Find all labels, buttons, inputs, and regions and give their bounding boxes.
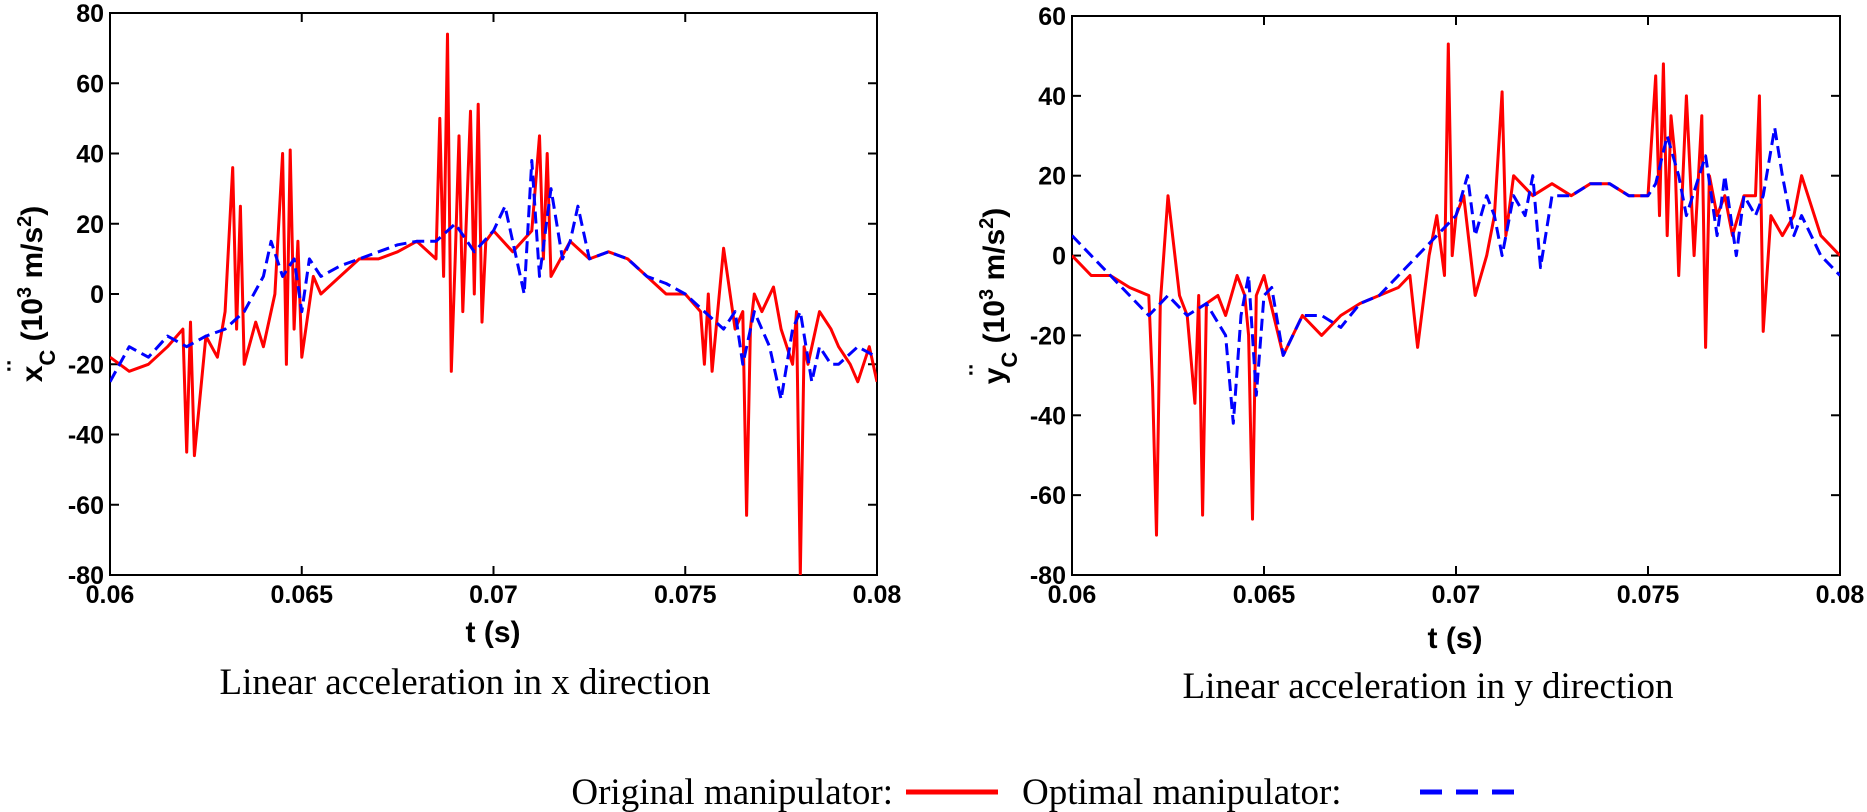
legend-label-original: Original manipulator: [571, 772, 893, 812]
caption-y-chart: Linear acceleration in y direction [1182, 666, 1673, 707]
y-tick-label: -20 [68, 351, 104, 379]
y-tick-label: 80 [76, 0, 104, 28]
y-axis-label-y-chart: yC (103 m/s2) [976, 208, 1022, 385]
y-tick-label: 0 [1052, 243, 1066, 271]
x-tick-label: 0.08 [853, 581, 902, 609]
series-line-optimal-manipulator [1072, 126, 1840, 425]
y-tick-label: 0 [90, 281, 104, 309]
y-tick-label: 40 [76, 141, 104, 169]
y-axis-overdot-x-chart: ¨ [2, 361, 35, 371]
y-axis-label-x-chart: xC (103 m/s2) [14, 206, 60, 383]
plot-area-y [1071, 15, 1841, 576]
y-tick-label: -40 [1030, 402, 1066, 430]
x-tick-label: 0.06 [86, 581, 135, 609]
y-tick-label: -60 [68, 492, 104, 520]
y-tick-label: 20 [76, 211, 104, 239]
x-axis-label-x-chart: t (s) [466, 616, 521, 649]
series-line-original-manipulator [1072, 42, 1840, 537]
x-tick-label: 0.08 [1816, 581, 1865, 609]
y-tick-label: -80 [1030, 562, 1066, 590]
x-axis-label-y-chart: t (s) [1428, 622, 1483, 655]
chart-y-acceleration: 0.06 0.065 0.07 0.075 0.08 60 40 20 0 -20 -40 -60 -8… [964, 3, 1864, 707]
legend: Original manipulator: Optimal manipulato… [571, 772, 1522, 812]
y-axis-overdot-y-chart: ¨ [964, 365, 997, 375]
y-tick-label: 60 [76, 70, 104, 98]
series-line-optimal-manipulator [110, 159, 877, 401]
legend-label-optimal: Optimal manipulator: [1022, 772, 1342, 812]
x-tick-label: 0.06 [1048, 581, 1097, 609]
y-tick-label: 20 [1038, 163, 1066, 191]
x-tick-label: 0.065 [270, 581, 333, 609]
y-tick-label: 40 [1038, 83, 1066, 111]
x-tick-label: 0.07 [1432, 581, 1481, 609]
y-tick-label: -60 [1030, 482, 1066, 510]
chart-x-acceleration: 0.06 0.065 0.07 0.075 0.08 80 60 40 20 0 -20 -40 -60… [2, 0, 901, 703]
y-tick-label: 60 [1038, 3, 1066, 31]
series-line-original-manipulator [110, 32, 877, 575]
y-tick-label: -40 [68, 422, 104, 450]
x-tick-label: 0.075 [1617, 581, 1680, 609]
caption-x-chart: Linear acceleration in x direction [219, 662, 710, 703]
x-tick-label: 0.065 [1233, 581, 1296, 609]
x-tick-label: 0.075 [654, 581, 717, 609]
y-tick-label: -80 [68, 562, 104, 590]
y-tick-label: -20 [1030, 322, 1066, 350]
x-tick-label: 0.07 [469, 581, 518, 609]
